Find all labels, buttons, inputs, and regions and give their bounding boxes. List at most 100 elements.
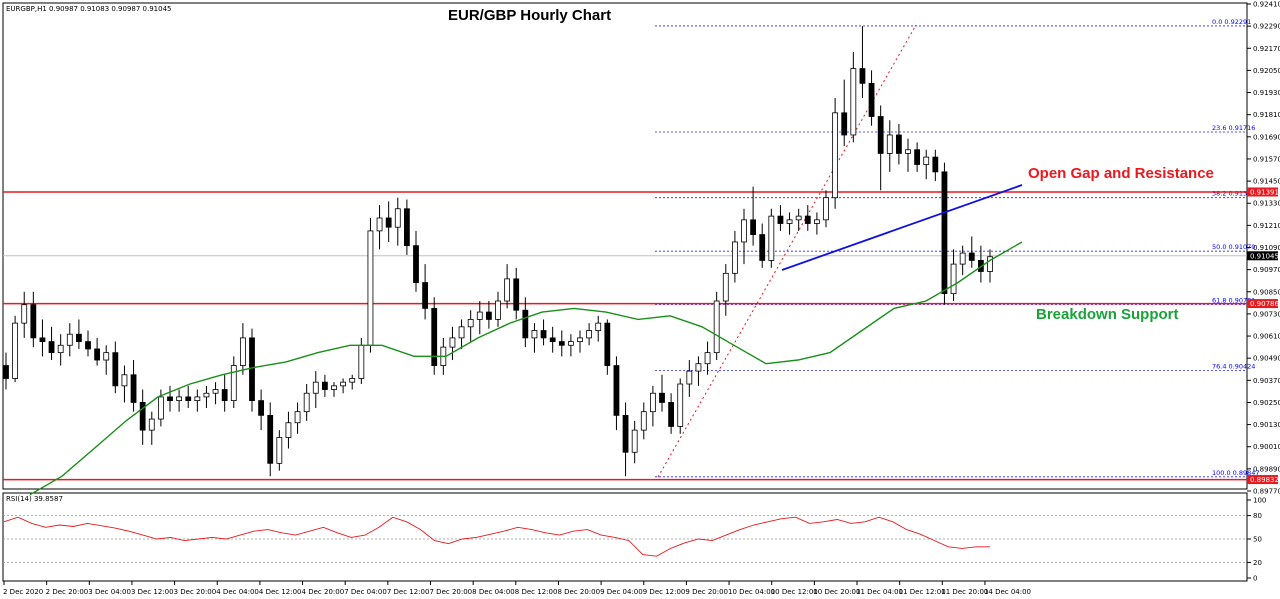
bullish-candle-body [212,389,219,394]
candle [941,162,948,305]
time-tick-label: 10 Dec 12:00 [771,588,818,596]
candle [731,230,738,283]
bearish-candle-body [668,402,675,427]
horizontal-levels [3,191,1247,481]
candle [394,197,401,246]
bearish-candle-body [604,322,611,366]
bullish-candle-body [923,156,930,165]
candle [112,341,119,394]
rsi-tick-label: 50 [1253,536,1262,544]
bullish-candle-body [567,341,574,346]
candle [85,330,91,357]
bullish-candle-body [367,230,374,346]
candle [750,186,757,246]
price-tick-label: 0.91930 [1253,89,1280,97]
support-annotation: Breakdown Support [1036,306,1179,323]
bearish-candle-body [258,400,265,416]
candle [604,319,611,375]
bullish-candle-body [176,396,183,402]
price-tick-label: 0.92410 [1253,1,1280,9]
candle [741,208,747,265]
candle [21,291,28,338]
candle [194,389,201,412]
bullish-candle-body [640,411,647,431]
time-tick-label: 7 Dec 20:00 [430,588,473,596]
candle [212,382,219,405]
bearish-candle-body [968,252,975,261]
level-tag-label: 0.91391 [1250,188,1279,196]
bullish-candle-body [886,134,893,154]
current-price-tag-label: 0.91045 [1250,252,1279,260]
bearish-candle-body [75,333,82,342]
price-tick-label: 0.90610 [1253,333,1280,341]
candle [659,374,665,412]
candle [959,245,966,276]
time-tick-label: 2 Dec 2020 [3,588,43,596]
candle [859,26,866,99]
bearish-candle-body [750,219,757,235]
bullish-candle-body [12,322,19,379]
main-plot-frame [2,2,1248,490]
bullish-candle-body [312,381,319,394]
candle [495,291,501,327]
bullish-candle-body [303,392,310,413]
bullish-candle-body [148,418,155,431]
candle [777,205,784,231]
bullish-candle-body [823,197,829,221]
price-tick-label: 0.90250 [1253,399,1280,407]
candle [48,326,55,361]
bearish-candle-body [431,307,438,366]
time-tick-label: 4 Dec 04:00 [216,588,259,596]
bearish-candle-body [139,402,146,431]
bearish-candle-body [385,217,392,228]
candle [877,105,884,191]
candlestick-series [3,26,993,477]
candle [549,326,556,353]
candle [258,389,265,431]
candle [12,315,19,383]
bearish-candle-body [3,365,9,379]
candle [485,300,492,329]
bullish-candle-body [768,215,775,261]
rsi-tick-label: 80 [1253,512,1262,520]
rsi-tick-label: 100 [1253,497,1266,505]
bullish-candle-body [677,383,684,427]
bullish-candle-body [103,352,110,361]
candle [203,385,210,408]
price-tick-label: 0.90490 [1253,355,1280,363]
candle [950,249,957,301]
bearish-candle-body [759,234,766,261]
candle [230,356,237,408]
bearish-candle-body [39,337,46,342]
price-tick-label: 0.90850 [1253,288,1280,296]
candle [577,330,583,353]
candle [267,402,274,477]
candle [57,334,64,366]
candle [813,212,820,235]
time-tick-label: 10 Dec 04:00 [728,588,775,596]
bearish-candle-body [30,304,37,339]
candle [422,264,429,320]
bullish-candle-body [476,311,483,320]
candle [431,297,438,375]
candle [713,291,720,361]
time-tick-label: 8 Dec 04:00 [472,588,515,596]
bearish-candle-body [914,149,921,165]
bearish-candle-body [549,337,556,342]
fib-level-label: 23.6 0.91716 [1212,124,1255,132]
candle [458,319,465,349]
time-tick-label: 11 Dec 04:00 [856,588,903,596]
time-tick-label: 8 Dec 12:00 [515,588,558,596]
bullish-candle-body [577,337,583,342]
bearish-candle-body [321,381,328,390]
candle [923,149,930,180]
price-tick-label: 0.91570 [1253,155,1280,163]
bullish-candle-body [722,272,729,302]
moving-average-line [29,241,1023,496]
bullish-candle-body [704,352,711,365]
candle [868,70,875,126]
candle [886,120,893,172]
candle [467,310,474,342]
bearish-candle-body [877,116,884,154]
bullish-candle-body [531,330,538,339]
